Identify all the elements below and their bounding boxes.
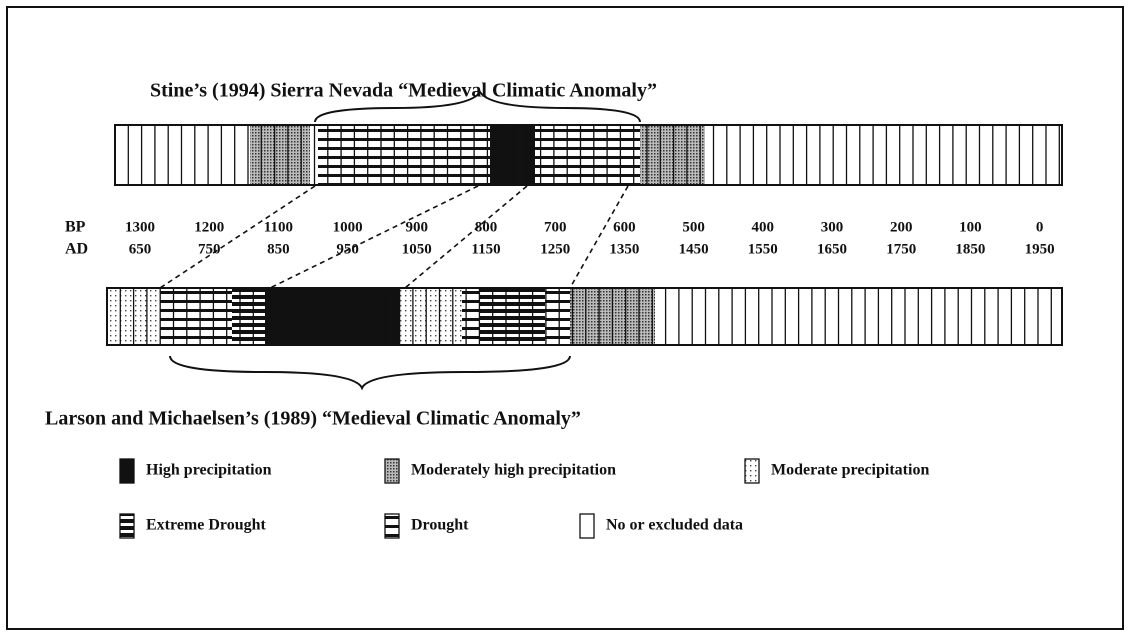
bp-tick: 0 — [1036, 219, 1044, 235]
segment — [535, 125, 640, 185]
segment — [400, 288, 462, 345]
segment — [115, 125, 250, 185]
segment — [318, 125, 490, 185]
ad-tick: 1450 — [679, 241, 709, 257]
bp-tick: 1000 — [333, 219, 363, 235]
segment — [250, 125, 310, 185]
correlation-lines — [159, 185, 629, 289]
bp-tick: 1300 — [125, 219, 155, 235]
title-top: Stine’s (1994) Sierra Nevada “Medieval C… — [150, 80, 657, 102]
bp-tick: 1100 — [264, 219, 293, 235]
bp-tick: 400 — [752, 219, 775, 235]
segment — [462, 288, 480, 345]
bp-tick: 200 — [890, 219, 913, 235]
ad-label: AD — [65, 241, 88, 258]
ad-tick: 650 — [129, 241, 152, 257]
segment — [490, 125, 535, 185]
legend-label: High precipitation — [146, 462, 272, 479]
legend-swatch — [579, 513, 595, 539]
segment — [705, 125, 1062, 185]
bp-tick: 700 — [544, 219, 567, 235]
bp-tick: 500 — [682, 219, 705, 235]
segment — [545, 288, 570, 345]
segment — [232, 288, 265, 345]
legend-label: Moderate precipitation — [771, 462, 929, 479]
legend-swatch — [744, 458, 760, 484]
legend-swatch — [119, 513, 135, 539]
ad-tick: 1250 — [540, 241, 570, 257]
brace-top — [314, 90, 641, 123]
ad-tick: 1850 — [955, 241, 985, 257]
legend-label: Moderately high precipitation — [411, 462, 616, 479]
segment — [655, 288, 1062, 345]
frame — [6, 6, 1124, 630]
ad-tick: 950 — [336, 241, 359, 257]
legend-swatch — [384, 513, 400, 539]
segment — [160, 288, 232, 345]
legend-swatch — [384, 458, 400, 484]
ad-tick: 1650 — [817, 241, 847, 257]
bp-label: BP — [65, 219, 86, 236]
ad-tick: 750 — [198, 241, 221, 257]
bp-tick: 800 — [475, 219, 498, 235]
ad-tick: 1150 — [471, 241, 500, 257]
bp-tick: 900 — [406, 219, 429, 235]
bp-tick: 600 — [613, 219, 636, 235]
ad-tick: 850 — [267, 241, 290, 257]
title-bottom: Larson and Michaelsen’s (1989) “Medieval… — [45, 408, 581, 430]
legend-label: No or excluded data — [606, 517, 743, 534]
bp-tick: 1200 — [194, 219, 224, 235]
ad-tick: 1350 — [609, 241, 639, 257]
brace-bottom — [169, 355, 571, 391]
ad-tick: 1550 — [748, 241, 778, 257]
segment — [480, 288, 545, 345]
bp-tick: 300 — [821, 219, 844, 235]
segment — [640, 125, 705, 185]
bar-top — [114, 124, 1063, 186]
ad-tick: 1950 — [1025, 241, 1055, 257]
ad-tick: 1050 — [402, 241, 432, 257]
legend-swatch — [119, 458, 135, 484]
bp-tick: 100 — [959, 219, 982, 235]
legend-label: Extreme Drought — [146, 517, 267, 534]
ad-tick: 1750 — [886, 241, 916, 257]
bar-bottom — [106, 287, 1063, 346]
legend-label: Drought — [411, 517, 469, 534]
